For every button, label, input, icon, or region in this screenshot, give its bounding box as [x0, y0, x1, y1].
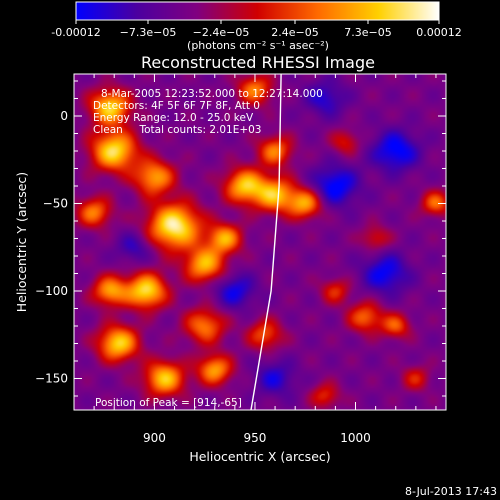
colorbar-gradient	[75, 1, 440, 21]
y-tick-label: 0	[60, 109, 68, 123]
y-tick-labels: 0 −50 −100 −150	[35, 109, 68, 386]
annotation-time-range: 8-Mar-2005 12:23:52.000 to 12:27:14.000	[101, 88, 323, 100]
colorbar-tick-label: 0.00012	[416, 26, 462, 39]
colorbar-tick-label: 7.3e−05	[344, 26, 391, 39]
plot-frame	[73, 73, 447, 411]
x-tick-label: 1000	[340, 431, 371, 445]
solar-limb-line	[250, 74, 282, 410]
colorbar-tick-label: -0.00012	[51, 26, 100, 39]
footer-date: 8-Jul-2013 17:43	[405, 485, 497, 498]
colorbar-tick-label: −2.4e−05	[193, 26, 250, 39]
colorbar-tick-label: 2.4e−05	[271, 26, 318, 39]
colorbar-tick-label: −7.3e−05	[120, 26, 177, 39]
x-tick-labels: 900 950 1000	[143, 431, 371, 445]
annotation-peak: Position of Peak = [914,-65]	[95, 397, 242, 409]
colorbar: -0.00012 −7.3e−05 −2.4e−05 2.4e−05 7.3e−…	[51, 1, 462, 52]
x-tick-label: 900	[143, 431, 166, 445]
y-tick-label: −50	[43, 197, 68, 211]
annotation-clean: Clean Total counts: 2.01E+03	[93, 124, 262, 136]
colorbar-ticks	[75, 20, 440, 24]
y-axis-label: Heliocentric Y (arcsec)	[14, 172, 29, 312]
axis-ticks	[73, 74, 446, 410]
x-axis-label: Heliocentric X (arcsec)	[189, 449, 330, 464]
annotation-energy: Energy Range: 12.0 - 25.0 keV	[93, 112, 254, 124]
annotation-detectors: Detectors: 4F 5F 6F 7F 8F, Att 0	[93, 100, 260, 112]
x-tick-label: 950	[244, 431, 267, 445]
annotation-block: 8-Mar-2005 12:23:52.000 to 12:27:14.000 …	[93, 88, 323, 409]
y-tick-label: −150	[35, 372, 68, 386]
colorbar-unit-label: (photons cm⁻² s⁻¹ asec⁻²)	[187, 39, 329, 52]
y-tick-label: −100	[35, 284, 68, 298]
chart-title: Reconstructed RHESSI Image	[141, 53, 375, 72]
